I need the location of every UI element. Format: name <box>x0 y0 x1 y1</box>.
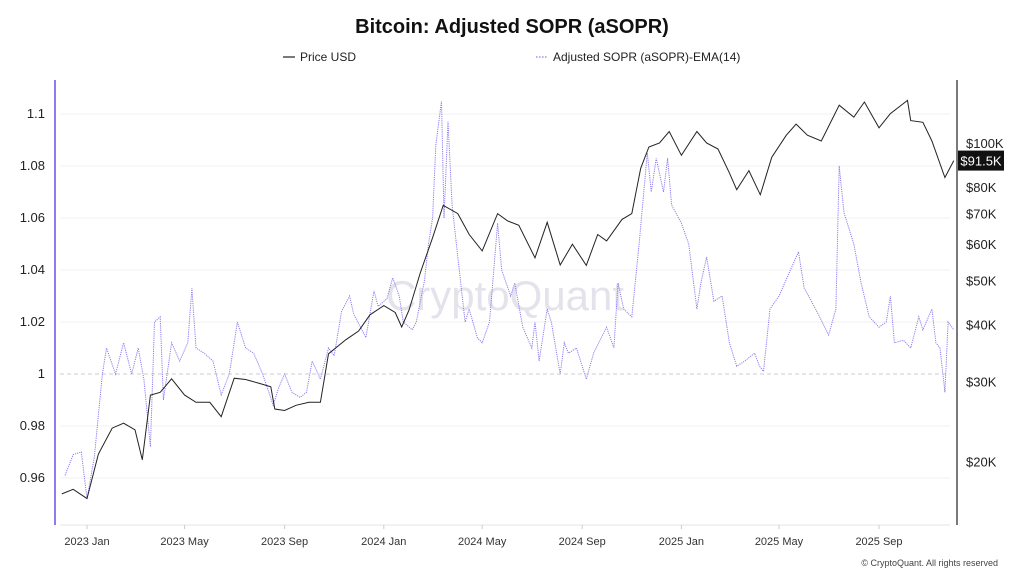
right-tick-label: $100K <box>966 136 1004 151</box>
left-tick-label: 1 <box>38 366 45 381</box>
watermark: CryptoQuant <box>386 272 624 319</box>
right-tick-label: $20K <box>966 455 997 470</box>
left-tick-label: 0.98 <box>20 418 45 433</box>
x-tick-label: 2025 Sep <box>855 536 902 548</box>
legend-label-asopr: Adjusted SOPR (aSOPR)-EMA(14) <box>553 50 741 64</box>
right-tick-label: $40K <box>966 317 997 332</box>
x-tick-label: 2025 May <box>755 536 804 548</box>
x-tick-label: 2025 Jan <box>659 536 704 548</box>
left-tick-label: 1.04 <box>20 262 45 277</box>
legend-item-asopr[interactable]: Adjusted SOPR (aSOPR)-EMA(14) <box>536 50 740 64</box>
x-tick-label: 2024 May <box>458 536 507 548</box>
left-tick-label: 1.08 <box>20 158 45 173</box>
x-tick-label: 2024 Jan <box>361 536 406 548</box>
last-price-label: $91.5K <box>960 154 1002 169</box>
legend-swatch-asopr <box>536 56 548 58</box>
left-tick-label: 1.1 <box>27 106 45 121</box>
legend-label-price: Price USD <box>300 50 357 64</box>
left-tick-label: 1.06 <box>20 210 45 225</box>
x-tick-label: 2023 Jan <box>64 536 109 548</box>
right-tick-label: $60K <box>966 237 997 252</box>
legend-item-price[interactable]: Price USD <box>283 50 356 64</box>
x-tick-label: 2023 May <box>160 536 209 548</box>
asopr-line <box>64 100 955 499</box>
chart-title: Bitcoin: Adjusted SOPR (aSOPR) <box>355 16 669 38</box>
price-line <box>61 99 955 500</box>
left-tick-label: 1.02 <box>20 314 45 329</box>
right-tick-label: $70K <box>966 207 997 222</box>
x-tick-label: 2024 Sep <box>559 536 606 548</box>
legend-swatch-price <box>283 56 295 58</box>
right-tick-label: $50K <box>966 273 997 288</box>
last-price-badge <box>958 150 1004 171</box>
right-tick-label: $80K <box>966 180 997 195</box>
left-tick-label: 0.96 <box>20 470 45 485</box>
right-tick-label: $30K <box>966 374 997 389</box>
x-tick-label: 2023 Sep <box>261 536 308 548</box>
copyright-footer: © CryptoQuant. All rights reserved <box>861 558 998 568</box>
